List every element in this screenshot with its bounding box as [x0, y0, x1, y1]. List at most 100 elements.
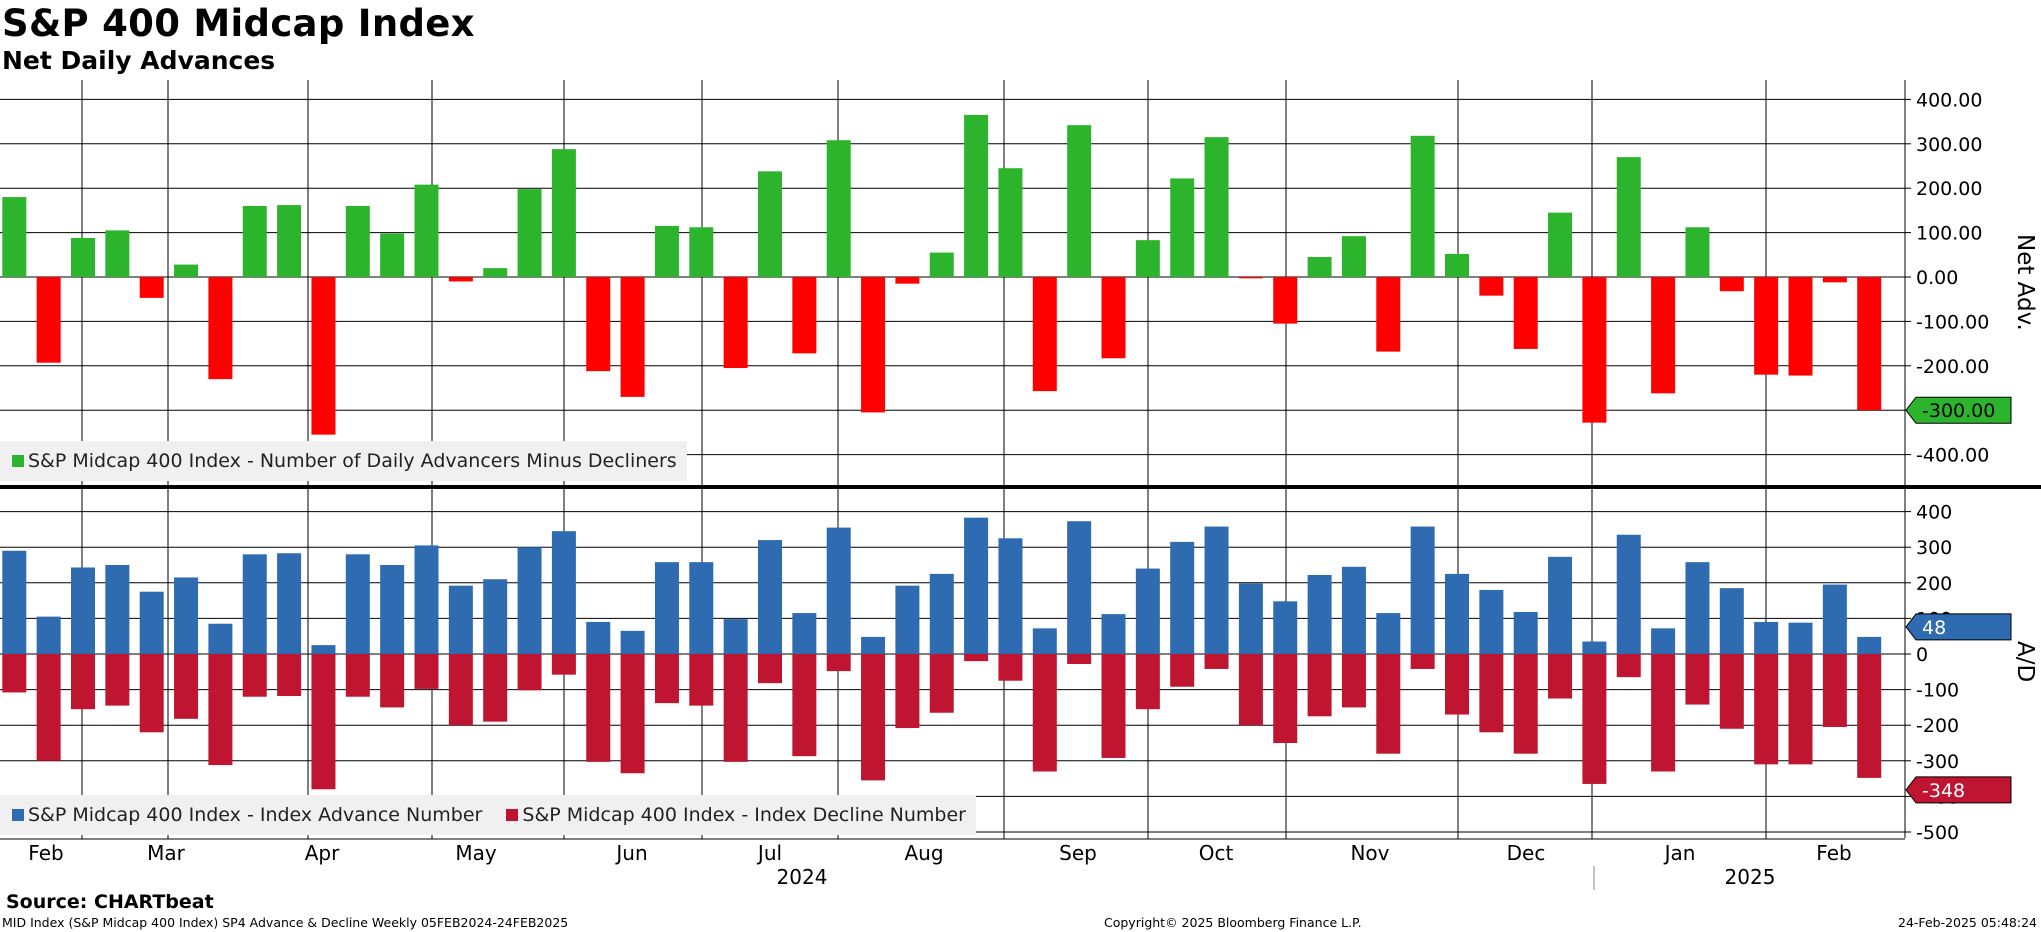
bar-decline — [36, 654, 61, 761]
bar-net-advance — [1822, 277, 1847, 283]
y-tick-label: -200.00 — [1916, 356, 1989, 378]
bar-advance — [1307, 574, 1332, 654]
bar-net-advance — [723, 277, 748, 369]
last-value-tag-decline: -348 — [1905, 776, 2012, 804]
last-value-tag-advance: 48 — [1905, 613, 2012, 641]
bar-decline — [380, 654, 405, 708]
bar-net-advance — [758, 171, 782, 277]
bar-advance — [1376, 613, 1401, 654]
legend-swatch-net — [12, 455, 24, 467]
legend-label-advance: S&P Midcap 400 Index - Index Advance Num… — [28, 804, 483, 826]
x-tick-label-month: Aug — [904, 841, 943, 865]
footer-description: MID Index (S&P Midcap 400 Index) SP4 Adv… — [2, 915, 569, 930]
bar-advance — [1273, 601, 1298, 654]
bar-advance — [1445, 573, 1469, 654]
y-tick-label: -100 — [1916, 680, 1959, 702]
bar-net-advance — [1376, 277, 1401, 352]
bar-advance — [71, 567, 95, 654]
bar-advance — [1513, 611, 1538, 654]
bar-decline — [517, 654, 542, 691]
bar-advance — [242, 554, 267, 654]
bar-net-advance — [1307, 257, 1332, 277]
bar-advance — [139, 591, 164, 654]
bar-advance — [1788, 622, 1813, 654]
bar-advance — [2, 550, 27, 654]
bar-advance — [929, 573, 954, 654]
bar-advance — [895, 585, 920, 654]
bar-decline — [1101, 654, 1126, 758]
bar-net-advance — [1754, 277, 1779, 375]
bar-advance — [414, 545, 439, 654]
legend-swatch-decline — [506, 809, 519, 821]
bar-net-advance — [964, 114, 989, 277]
bar-advance — [1754, 621, 1779, 654]
bar-net-advance — [1857, 277, 1882, 411]
y-tick-label: -500 — [1916, 822, 1959, 844]
y-tick-label: -100.00 — [1916, 311, 1989, 333]
bar-advance — [826, 527, 851, 654]
bar-decline — [105, 654, 130, 706]
bar-decline — [1341, 654, 1366, 708]
bar-net-advance — [242, 205, 267, 277]
bar-advance — [1822, 584, 1847, 654]
bar-net-advance — [1101, 277, 1126, 359]
bar-net-advance — [71, 237, 95, 277]
bar-decline — [174, 654, 199, 719]
y-tick-label: 0 — [1916, 644, 1928, 666]
chart-subtitle: Net Daily Advances — [2, 46, 276, 75]
bar-net-advance — [414, 184, 439, 277]
bar-advance — [723, 619, 748, 654]
bar-decline — [929, 654, 954, 713]
bar-decline — [1307, 654, 1332, 717]
bar-advance — [311, 645, 336, 654]
y-tick-label: 200 — [1916, 573, 1952, 595]
bar-decline — [208, 654, 233, 766]
y-tick-label: 400 — [1916, 502, 1952, 524]
x-tick-label-month: Jan — [1663, 841, 1696, 865]
bar-decline — [345, 654, 370, 697]
bar-advance — [345, 554, 370, 654]
x-tick-label-month: Sep — [1059, 841, 1097, 865]
bar-advance — [1032, 628, 1057, 654]
x-tick-label-month: Feb — [28, 841, 63, 865]
bar-decline — [551, 654, 576, 675]
bar-net-advance — [998, 168, 1023, 277]
bar-decline — [1616, 654, 1641, 678]
bar-decline — [1135, 654, 1160, 710]
bar-advance — [1135, 568, 1160, 654]
bar-decline — [1548, 654, 1573, 699]
source-note: Source: CHARTbeat — [6, 891, 214, 913]
x-tick-label-month: Oct — [1199, 841, 1234, 865]
bar-advance — [689, 562, 714, 654]
bar-net-advance — [517, 189, 542, 277]
bar-decline — [1788, 654, 1813, 765]
bar-decline — [689, 654, 714, 706]
bar-advance — [1719, 588, 1744, 654]
bar-net-advance — [586, 277, 611, 372]
bar-decline — [448, 654, 473, 726]
bar-decline — [1719, 654, 1744, 729]
x-tick-label-month: Nov — [1350, 841, 1389, 865]
bar-decline — [895, 654, 920, 729]
bar-net-advance — [139, 277, 164, 298]
bar-decline — [1204, 654, 1229, 669]
bar-decline — [964, 654, 989, 662]
bar-decline — [1170, 654, 1195, 687]
last-value-tag-net-shape — [1905, 396, 2012, 424]
bar-net-advance — [1445, 253, 1469, 277]
bar-advance — [1341, 566, 1366, 654]
x-tick-label-month: Feb — [1816, 841, 1851, 865]
bar-advance — [1101, 614, 1126, 654]
bar-decline — [1857, 654, 1882, 778]
x-tick-label-month: Jul — [756, 841, 782, 865]
legend-item-advance: S&P Midcap 400 Index - Index Advance Num… — [12, 804, 482, 826]
legend-swatch-advance — [12, 809, 24, 821]
bar-net-advance — [792, 277, 817, 354]
bar-net-advance — [861, 277, 886, 413]
y-tick-label: 200.00 — [1916, 178, 1982, 200]
y-axis-title-top: Net Adv. — [2012, 234, 2038, 331]
bar-net-advance — [551, 149, 576, 277]
bar-net-advance — [929, 252, 954, 277]
bar-net-advance — [1685, 227, 1710, 277]
bar-advance — [380, 565, 405, 654]
